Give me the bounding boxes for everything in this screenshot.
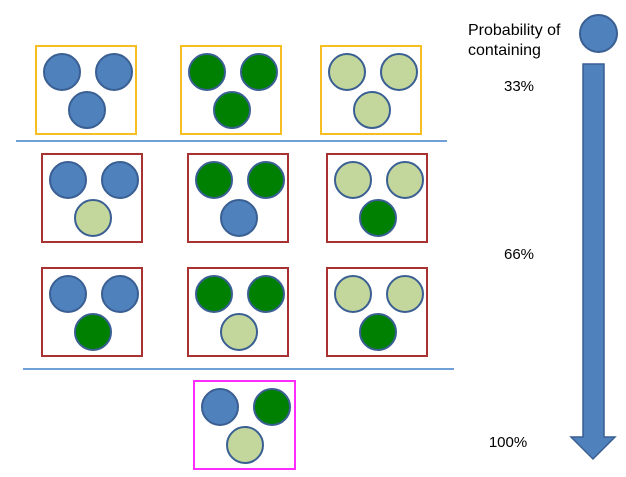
probability-label-66: 66% bbox=[503, 246, 535, 263]
group-box-green-green-blue bbox=[187, 153, 289, 243]
group-box-blue-green-lightgreen bbox=[193, 380, 296, 470]
group-box-blue-blue-lightgreen bbox=[41, 153, 143, 243]
ball-blue bbox=[68, 91, 106, 129]
ball-blue bbox=[220, 199, 258, 237]
ball-dark-green bbox=[359, 199, 397, 237]
group-box-blue-blue-green bbox=[41, 267, 143, 357]
ball-light-green bbox=[328, 53, 366, 91]
ball-light-green bbox=[334, 275, 372, 313]
probability-label-100: 100% bbox=[488, 434, 528, 451]
ball-light-green bbox=[226, 426, 264, 464]
ball-light-green bbox=[353, 91, 391, 129]
divider-33-66 bbox=[16, 140, 447, 142]
group-box-green-green-lightgreen bbox=[187, 267, 289, 357]
ball-dark-green bbox=[247, 161, 285, 199]
legend-title-line1: Probability of bbox=[468, 22, 561, 39]
ball-blue bbox=[43, 53, 81, 91]
ball-dark-green bbox=[195, 161, 233, 199]
ball-dark-green bbox=[247, 275, 285, 313]
ball-dark-green bbox=[213, 91, 251, 129]
ball-light-green bbox=[386, 275, 424, 313]
group-box-all-light-green bbox=[320, 45, 422, 135]
legend-title-line2: containing bbox=[468, 42, 541, 59]
ball-dark-green bbox=[359, 313, 397, 351]
ball-light-green bbox=[386, 161, 424, 199]
ball-dark-green bbox=[188, 53, 226, 91]
ball-dark-green bbox=[240, 53, 278, 91]
group-box-lightgreen-lightgreen-green bbox=[326, 153, 428, 243]
ball-light-green bbox=[334, 161, 372, 199]
ball-dark-green bbox=[253, 388, 291, 426]
divider-66-100 bbox=[23, 368, 454, 370]
ball-blue bbox=[101, 275, 139, 313]
ball-blue bbox=[201, 388, 239, 426]
group-box-lightgreen-lightgreen-green-2 bbox=[326, 267, 428, 357]
probability-label-33: 33% bbox=[503, 78, 535, 95]
ball-light-green bbox=[380, 53, 418, 91]
ball-dark-green bbox=[74, 313, 112, 351]
ball-blue bbox=[101, 161, 139, 199]
blue-circle-icon bbox=[579, 14, 618, 53]
ball-light-green bbox=[74, 199, 112, 237]
ball-dark-green bbox=[195, 275, 233, 313]
group-box-all-blue bbox=[35, 45, 137, 135]
ball-blue bbox=[95, 53, 133, 91]
ball-blue bbox=[49, 275, 87, 313]
ball-light-green bbox=[220, 313, 258, 351]
group-box-all-dark-green bbox=[180, 45, 282, 135]
ball-blue bbox=[49, 161, 87, 199]
